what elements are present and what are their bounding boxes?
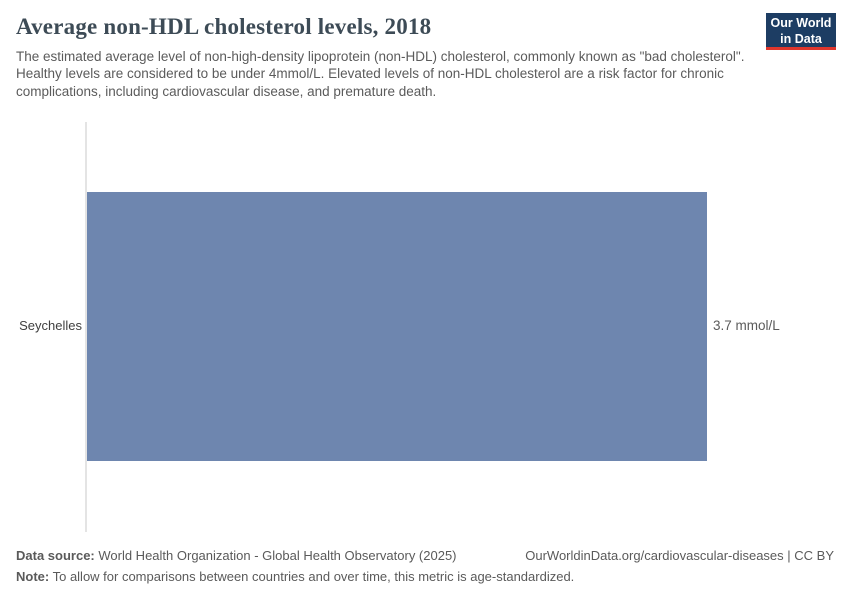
chart-footer: Data source: World Health Organization -… [16,545,834,587]
y-axis-line [85,122,87,532]
chart-header: Average non-HDL cholesterol levels, 2018… [16,14,834,100]
chart-subtitle: The estimated average level of non-high-… [16,49,745,99]
bar-value-label: 3.7 mmol/L [713,318,780,333]
footer-row-note: Note: To allow for comparisons between c… [16,566,834,587]
owid-logo-line1: Our World [770,16,832,30]
note-label: Note: [16,569,50,584]
data-source-label: Data source: [16,548,95,563]
entity-label: Seychelles [19,318,82,333]
bar-seychelles[interactable] [87,192,707,461]
data-source-text: World Health Organization - Global Healt… [94,548,457,563]
owid-logo-line2: in Data [780,31,822,46]
chart-title: Average non-HDL cholesterol levels, 2018 [16,14,432,39]
note-text: To allow for comparisons between countri… [49,569,575,584]
footer-row-source: Data source: World Health Organization -… [16,545,834,566]
attribution-link[interactable]: OurWorldinData.org/cardiovascular-diseas… [525,548,834,563]
owid-logo[interactable]: Our World in Data [766,13,836,50]
bar-chart: Seychelles 3.7 mmol/L [0,122,850,532]
data-source-line: Data source: World Health Organization -… [16,545,457,566]
